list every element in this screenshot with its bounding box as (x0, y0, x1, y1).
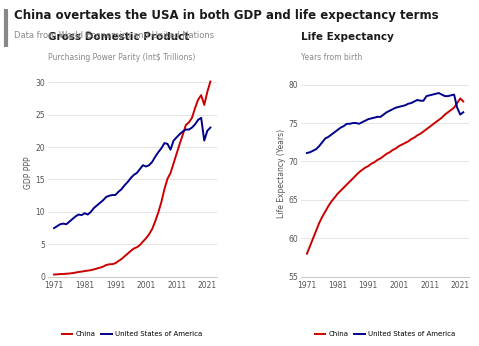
Legend: China, United States of America: China, United States of America (312, 328, 458, 340)
Text: Data from World Economics and United Nations: Data from World Economics and United Nat… (14, 31, 215, 40)
Text: Purchasing Power Parity (Int$ Trillions): Purchasing Power Parity (Int$ Trillions) (48, 53, 195, 62)
Y-axis label: Life Expectancy (Years): Life Expectancy (Years) (276, 128, 285, 218)
Text: Years from birth: Years from birth (301, 53, 362, 62)
Y-axis label: GDP PPP: GDP PPP (23, 157, 33, 189)
Text: China overtakes the USA in both GDP and life expectancy terms: China overtakes the USA in both GDP and … (14, 9, 439, 22)
Text: Life Expectancy: Life Expectancy (301, 32, 394, 42)
Legend: China, United States of America: China, United States of America (59, 328, 205, 340)
Text: Gross Domestic Product: Gross Domestic Product (48, 32, 189, 42)
